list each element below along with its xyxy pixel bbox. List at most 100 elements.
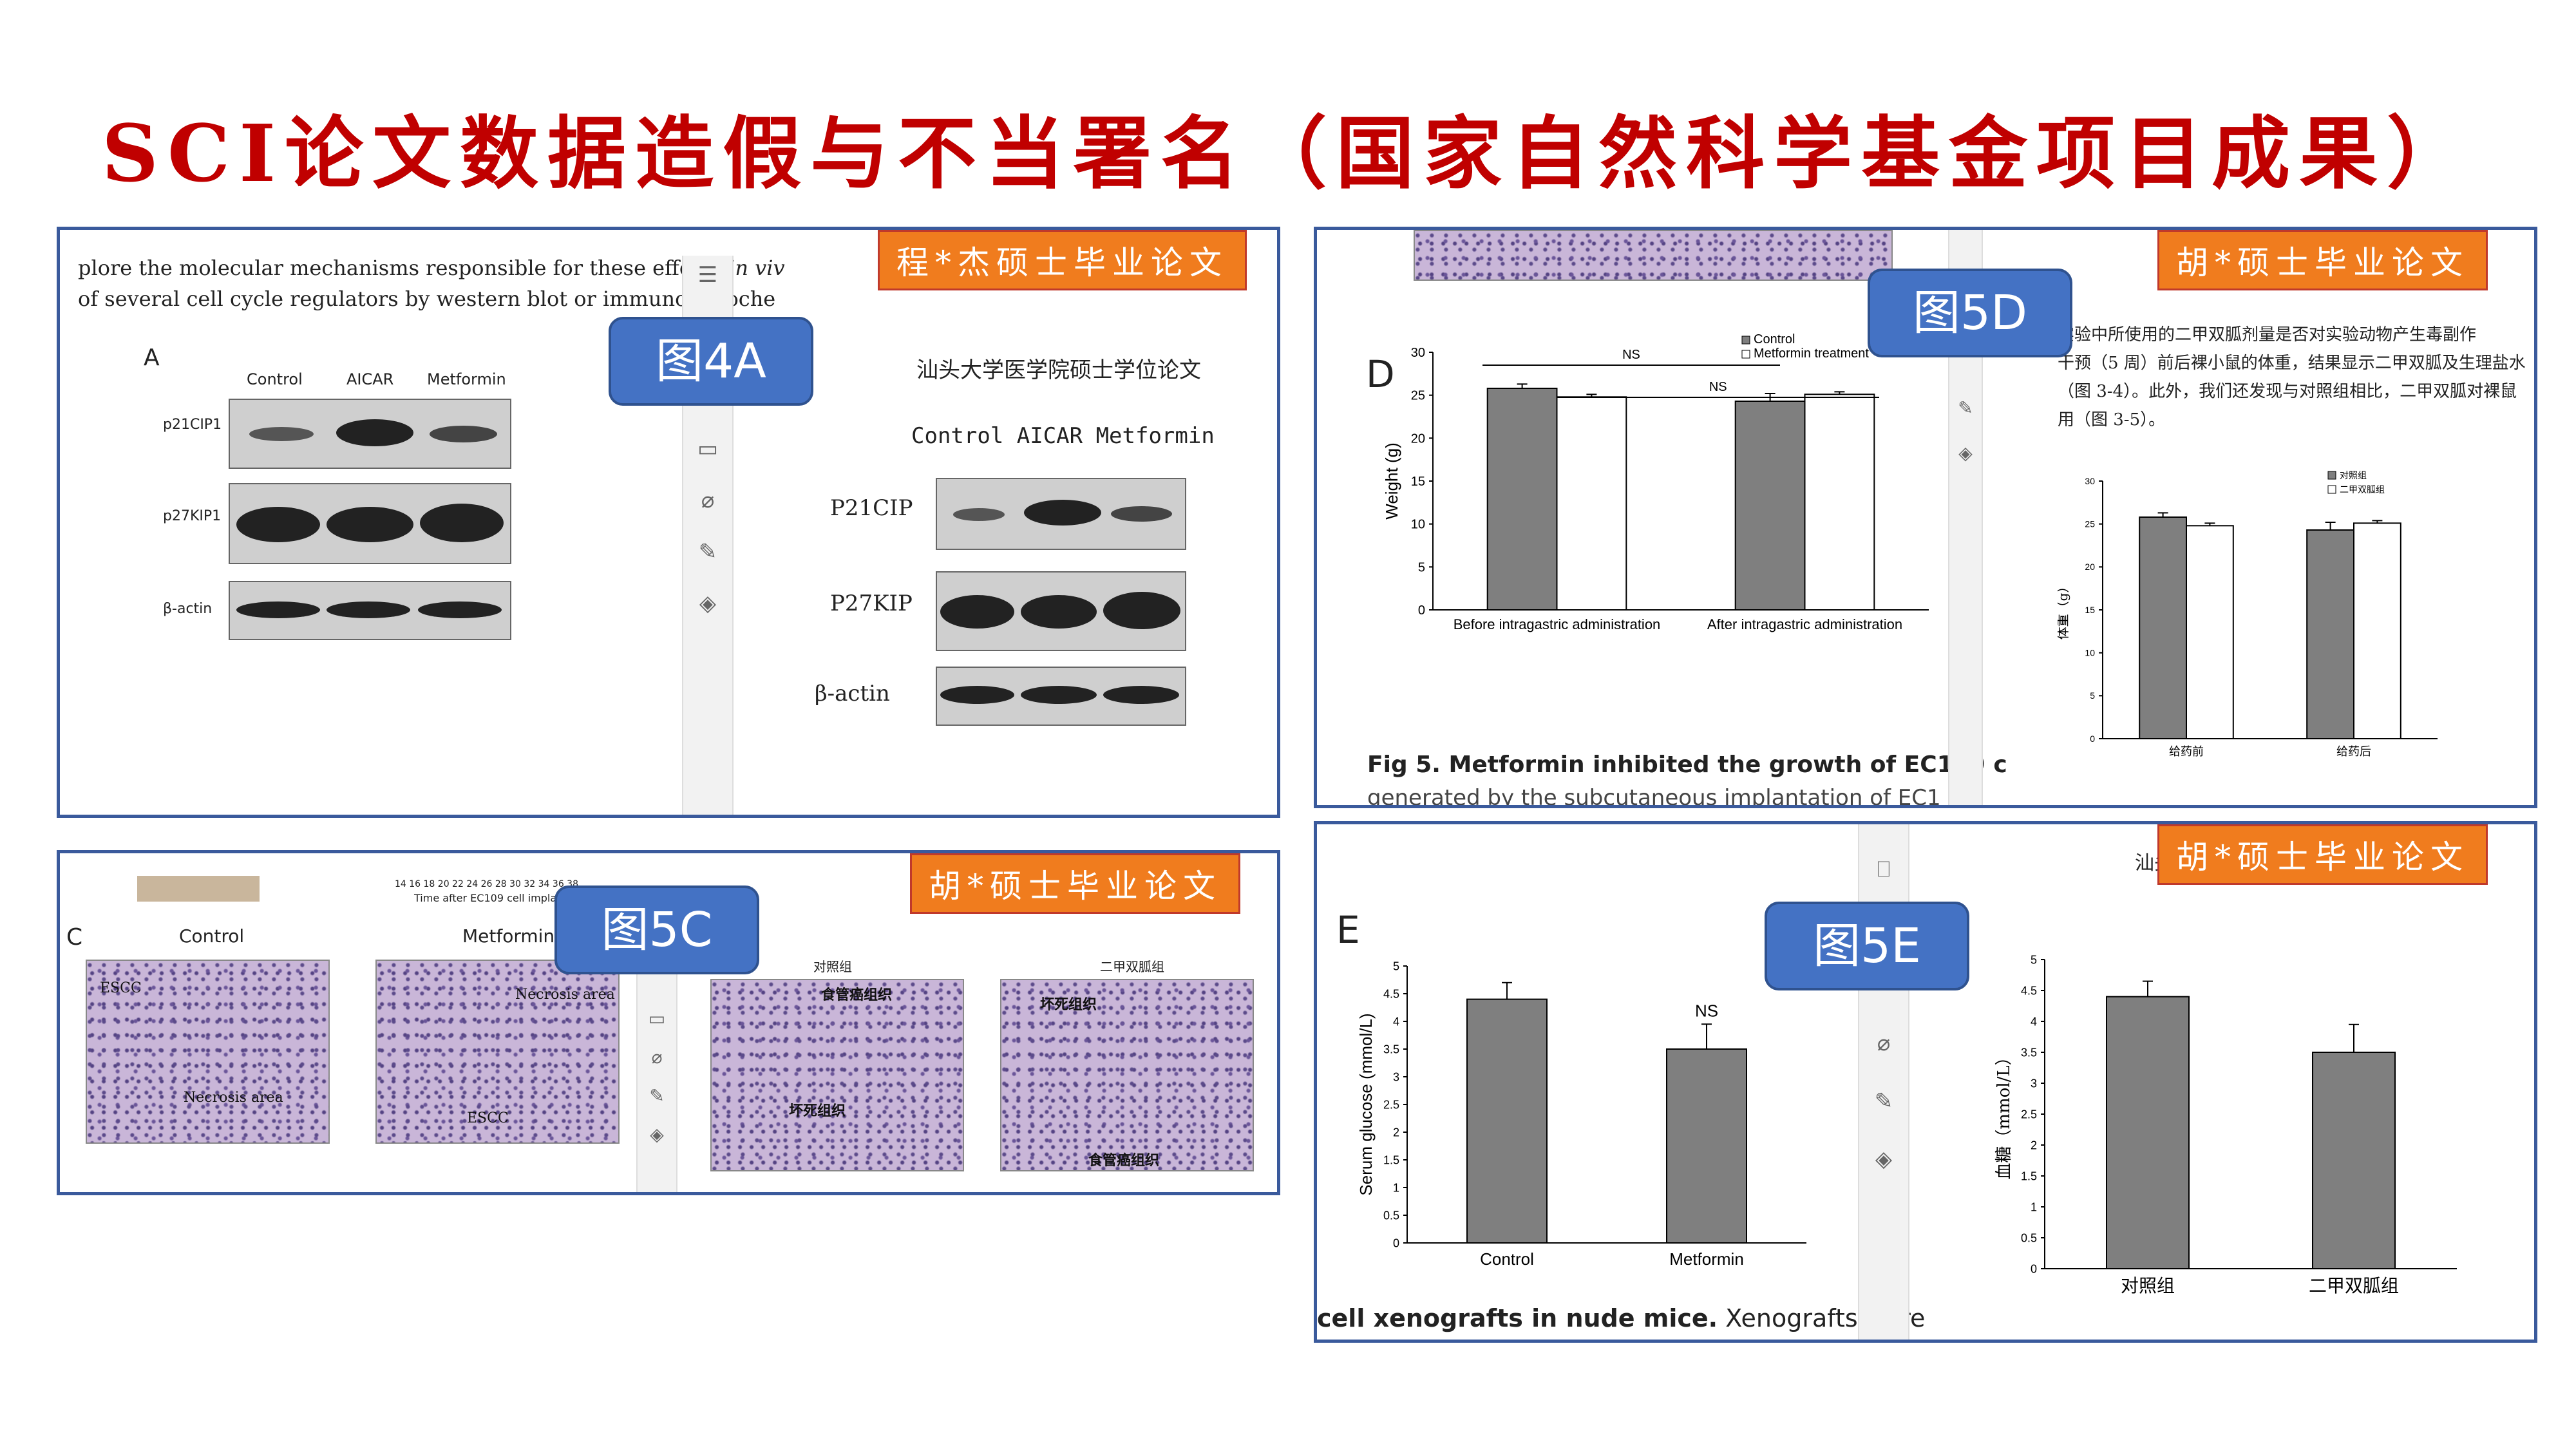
y-tick-label: 0 xyxy=(1393,1236,1399,1249)
legend-swatch xyxy=(1741,336,1750,345)
thesis-row-actin: β-actin xyxy=(815,681,890,706)
y-tick-label: 5 xyxy=(2031,953,2037,966)
thesis-col-metformin: 二甲双胍组 xyxy=(1100,959,1164,974)
y-tick-label: 5 xyxy=(1393,960,1399,972)
y-axis-label: Serum glucose (mmol/L) xyxy=(1356,1013,1376,1195)
blot-row-p27: p27KIP1 xyxy=(163,508,222,524)
bookmark-icon[interactable]: ⎕ xyxy=(1877,857,1891,882)
chart-glucose-paper: 0 0.5 1 1.5 2 2.5 3 3.5 4 4.5 5 Serum glucose (mmol… xyxy=(1356,960,1806,1269)
thesis-text-4: 用（图 3-5）。 xyxy=(2058,410,2166,430)
callout-fig-4a: 图4A xyxy=(609,317,813,406)
bar xyxy=(2312,1052,2396,1269)
figure-caption-5: Fig 5. Metformin inhibited the growth of… xyxy=(1367,752,2007,778)
y-tick-label: 0.5 xyxy=(2021,1231,2037,1244)
y-tick-label: 4.5 xyxy=(1383,987,1399,1000)
y-tick-label: 30 xyxy=(1411,346,1425,360)
histology-control-thesis: 食管癌组织 坏死组织 xyxy=(710,979,964,1171)
thesis-row-p21: P21CIP xyxy=(830,495,913,521)
y-tick-label: 2 xyxy=(2031,1139,2037,1151)
bar xyxy=(1556,396,1627,611)
bar xyxy=(1734,401,1806,611)
y-tick-label: 10 xyxy=(1411,518,1425,532)
layers-icon[interactable]: ◈ xyxy=(699,591,717,616)
y-axis-label: Weight (g) xyxy=(1382,442,1401,519)
paper-text-line-1: plore the molecular mechanisms responsib… xyxy=(78,256,785,280)
y-tick-label: 1 xyxy=(1393,1181,1399,1194)
pen-icon[interactable]: ✎ xyxy=(698,539,717,565)
y-tick-label: 2.5 xyxy=(1383,1098,1399,1111)
x-tick-label: Control xyxy=(1480,1249,1534,1269)
y-tick-label: 20 xyxy=(1411,431,1425,446)
blot-actin-thesis xyxy=(936,667,1186,726)
comment-icon[interactable]: ▭ xyxy=(697,436,719,462)
blot-p27-thesis xyxy=(936,571,1186,651)
x-tick-label: 给药后 xyxy=(2336,745,2371,759)
thesis-header: 汕头大学医学院硕士学位论文 xyxy=(916,357,1201,383)
bar xyxy=(1666,1048,1747,1244)
panel-letter-a: A xyxy=(144,345,160,371)
attachment-icon[interactable]: ⌀ xyxy=(701,488,715,513)
layers-icon[interactable]: ◈ xyxy=(1875,1146,1893,1172)
histo-col-metformin: Metformin xyxy=(462,925,555,947)
y-axis-label: 体重（g） xyxy=(2058,580,2070,640)
panel-letter-e: E xyxy=(1336,908,1360,952)
thesis-text-3: （图 3-4）。此外，我们还发现与对照组相比，二甲双胍对裸鼠 xyxy=(2058,382,2517,401)
histology-control-paper: ESCC Necrosis area xyxy=(86,960,330,1144)
layers-icon[interactable]: ◈ xyxy=(1958,442,1973,464)
y-tick-label: 4 xyxy=(2031,1015,2037,1028)
y-tick-label: 3.5 xyxy=(1383,1043,1399,1056)
bar xyxy=(1466,998,1548,1244)
bar xyxy=(2106,996,2190,1269)
time-axis-ticks: 14 16 18 20 22 24 26 28 30 32 34 36 38 xyxy=(395,879,578,889)
blot-row-p21: p21CIP1 xyxy=(163,417,222,433)
panel-figure-5e: E 0 0.5 1 1.5 2 2.5 3 3.5 4 4.5 5 Serum glucose (mm… xyxy=(1314,821,2537,1343)
blot-actin-paper xyxy=(229,581,511,640)
histology-strip xyxy=(1414,230,1893,281)
legend-label: 对照组 xyxy=(2340,471,2367,481)
blot-p21-paper xyxy=(229,399,511,469)
layers-icon[interactable]: ◈ xyxy=(650,1124,664,1145)
legend-swatch xyxy=(1741,350,1750,359)
tag-thesis-author: 程*杰硕士毕业论文 xyxy=(878,230,1247,290)
thesis-text-1: 实验中所使用的二甲双胍剂量是否对实验动物产生毒副作 xyxy=(2058,325,2477,345)
y-tick-label: 5 xyxy=(1418,560,1425,574)
x-tick-label: Metformin xyxy=(1669,1249,1744,1269)
attachment-icon[interactable]: ⌀ xyxy=(1877,1030,1891,1056)
slide-title: SCI论文数据造假与不当署名（国家自然科学基金项目成果） xyxy=(101,107,2475,200)
y-tick-label: 4 xyxy=(1393,1015,1399,1028)
panel-letter-c: C xyxy=(66,924,83,951)
chart-weight-paper: 0 5 10 15 20 25 30 Weight (g) Before intragastri… xyxy=(1382,332,1929,632)
tag-thesis-author: 胡*硕士毕业论文 xyxy=(2157,824,2488,885)
y-tick-label: 15 xyxy=(2085,605,2095,615)
bar xyxy=(2353,522,2401,739)
panel-figure-5d: 0 5 10 15 20 25 30 Weight (g) Before intragastri… xyxy=(1314,227,2537,808)
pen-icon[interactable]: ✎ xyxy=(1958,397,1973,419)
attachment-icon[interactable]: ⌀ xyxy=(651,1046,663,1068)
callout-fig-5c: 图5C xyxy=(554,886,759,974)
figure-caption-5-line2: generated by the subcutaneous implantati… xyxy=(1367,785,1941,808)
pen-icon[interactable]: ✎ xyxy=(1874,1088,1893,1114)
bar xyxy=(2139,516,2187,739)
x-tick-label: 对照组 xyxy=(2121,1275,2175,1296)
comment-icon[interactable]: ▭ xyxy=(648,1008,666,1029)
blot-p27-paper xyxy=(229,483,511,564)
figure-caption-xenograft: cell xenografts in nude mice. Xenografts… xyxy=(1317,1304,1926,1332)
x-tick-label: After intragastric administration xyxy=(1707,616,1902,632)
histo-col-control: Control xyxy=(179,925,245,947)
thesis-blot-cols: Control AICAR Metformin xyxy=(911,423,1215,449)
y-tick-label: 15 xyxy=(1411,475,1425,489)
histology-metformin-paper: Necrosis area ESCC xyxy=(375,960,620,1144)
legend-label: Metformin treatment xyxy=(1754,346,1869,361)
bar xyxy=(1804,393,1875,611)
bar xyxy=(1486,388,1558,611)
bar xyxy=(2306,529,2355,739)
pen-icon[interactable]: ✎ xyxy=(649,1085,665,1106)
y-tick-label: 1.5 xyxy=(1383,1153,1399,1166)
legend-label: 二甲双胍组 xyxy=(2340,485,2385,495)
blot-col-metformin: Metformin xyxy=(427,370,506,388)
legend-swatch xyxy=(2327,485,2336,494)
outline-icon[interactable]: ☰ xyxy=(697,262,718,288)
chart-glucose-thesis: 0 0.5 1 1.5 2 2.5 3 3.5 4 4.5 5 血糖（mmol/L） 对照组 二甲双胍组 xyxy=(1994,953,2457,1296)
y-tick-label: 0 xyxy=(2090,734,2095,744)
